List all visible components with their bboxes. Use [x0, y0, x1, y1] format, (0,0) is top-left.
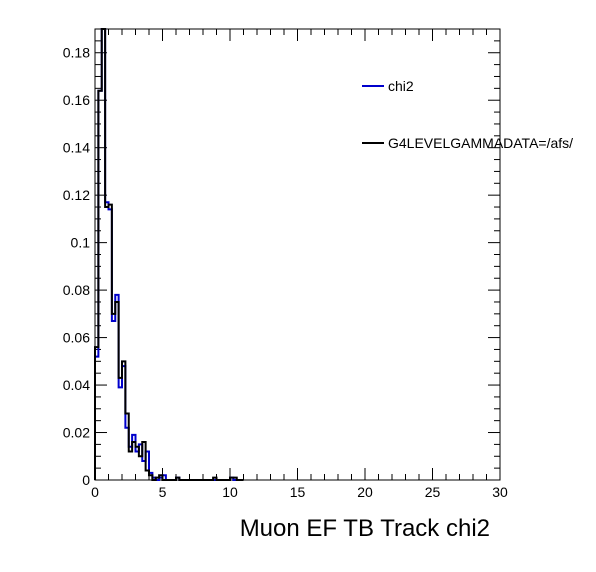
y-tick-label: 0.16	[63, 92, 90, 108]
x-tick-label: 15	[290, 484, 306, 500]
x-axis: 0 5 10 15 20 25 30	[91, 29, 508, 500]
y-tick-label: 0.06	[63, 330, 90, 346]
x-tick-label: 10	[222, 484, 238, 500]
y-tick-label: 0.02	[63, 425, 90, 441]
x-axis-title: Muon EF TB Track chi2	[240, 515, 490, 542]
x-tick-label: 0	[91, 484, 99, 500]
x-tick-label: 20	[357, 484, 373, 500]
x-tick-label: 5	[159, 484, 167, 500]
y-tick-label: 0	[82, 472, 90, 488]
x-tick-label: 25	[425, 484, 441, 500]
legend: chi2 G4LEVELGAMMADATA=/afs/	[362, 78, 573, 151]
y-tick-label: 0.1	[71, 235, 91, 251]
histogram-series	[94, 28, 244, 481]
y-axis: 0 0.02 0.04 0.06 0.08 0.1 0.12 0.14 0.16 0.18	[63, 28, 500, 488]
y-tick-label: 0.14	[63, 140, 90, 156]
y-tick-label: 0.18	[63, 45, 90, 61]
series-chi2-line	[94, 28, 244, 481]
plot-frame	[94, 28, 501, 481]
series-g4level-line	[94, 28, 244, 481]
legend-label-chi2: chi2	[388, 78, 414, 94]
legend-label-g4level: G4LEVELGAMMADATA=/afs/	[388, 135, 573, 151]
x-tick-label: 30	[492, 484, 508, 500]
y-tick-label: 0.08	[63, 282, 90, 298]
y-tick-label: 0.04	[63, 377, 90, 393]
y-tick-label: 0.12	[63, 187, 90, 203]
